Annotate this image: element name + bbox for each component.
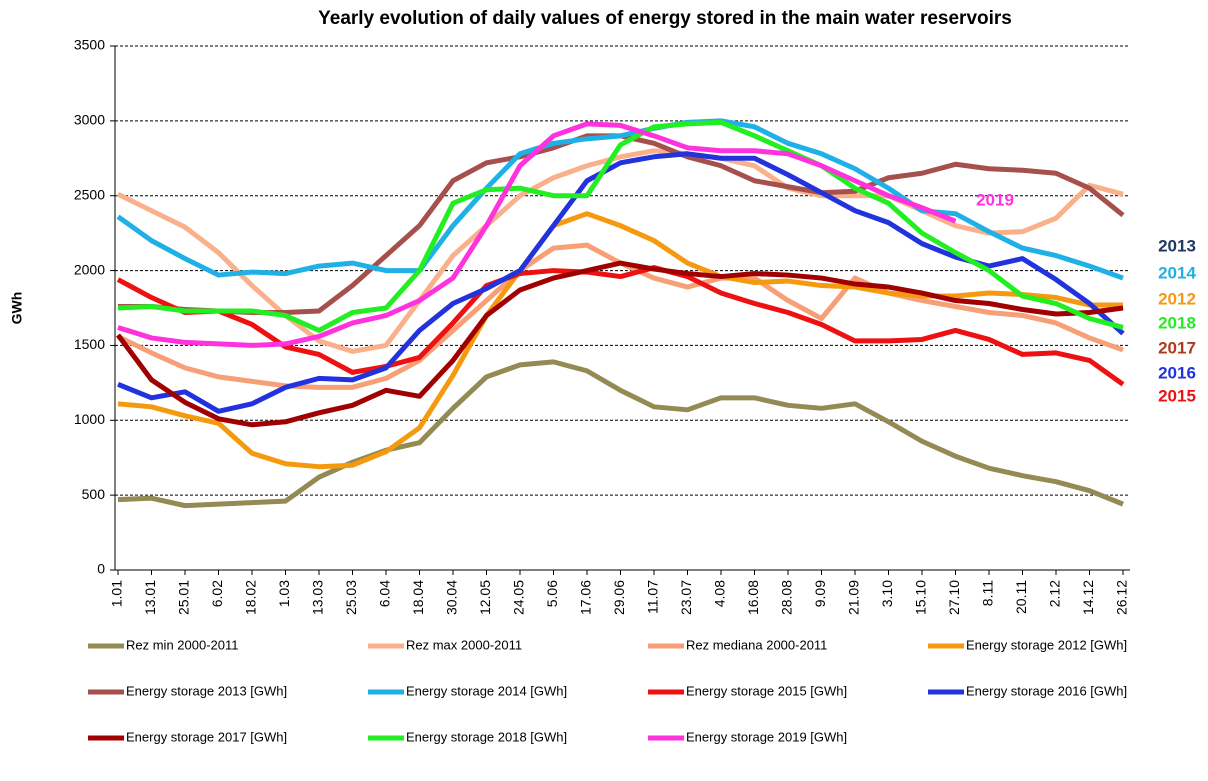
annotation: 2013: [1158, 236, 1196, 255]
legend-label: Energy storage 2017 [GWh]: [126, 729, 287, 744]
series-line: [117, 119, 1124, 333]
y-axis-label: GWh: [9, 292, 25, 325]
legend-label: Energy storage 2018 [GWh]: [406, 729, 567, 744]
x-tick-label: 6.02: [209, 580, 225, 607]
x-tick-label: 23.07: [678, 580, 694, 615]
legend-label: Energy storage 2016 [GWh]: [966, 683, 1127, 698]
x-tick-label: 26.12: [1114, 580, 1130, 615]
x-tick-label: 28.08: [779, 580, 795, 615]
series-line: [115, 260, 1124, 428]
x-tick-label: 11.07: [645, 580, 661, 614]
legend-label: Energy storage 2013 [GWh]: [126, 683, 287, 698]
series-line: [117, 151, 1125, 414]
x-tick-label: 8.11: [980, 580, 996, 606]
series-line: [116, 118, 1124, 281]
x-tick-label: 9.09: [812, 580, 828, 607]
legend-label: Energy storage 2012 [GWh]: [966, 637, 1127, 652]
x-tick-label: 1.01: [109, 580, 125, 607]
annotation: 2018: [1158, 313, 1196, 332]
annotation: 2012: [1158, 289, 1196, 308]
x-tick-label: 3.10: [879, 580, 895, 607]
y-tick-label: 3000: [74, 112, 105, 128]
legend-label: Rez min 2000-2011: [126, 637, 239, 652]
series-line: [117, 359, 1124, 509]
legend-label: Energy storage 2014 [GWh]: [406, 683, 567, 698]
x-tick-label: 4.08: [712, 580, 728, 607]
y-tick-label: 0: [97, 561, 105, 577]
x-tick-label: 12.05: [477, 580, 493, 615]
x-tick-label: 2.12: [1047, 580, 1063, 607]
x-tick-label: 15.10: [913, 580, 929, 615]
legend-label: Rez max 2000-2011: [406, 637, 522, 652]
x-tick-label: 24.05: [511, 580, 527, 615]
series-line: [116, 265, 1125, 387]
x-tick-label: 25.01: [176, 580, 192, 615]
x-tick-label: 21.09: [846, 580, 862, 615]
x-tick-label: 5.06: [544, 580, 560, 607]
x-tick-label: 17.06: [578, 580, 594, 615]
legend-label: Energy storage 2019 [GWh]: [686, 729, 847, 744]
annotation: 2015: [1158, 386, 1196, 405]
x-tick-label: 30.04: [444, 580, 460, 615]
x-tick-label: 29.06: [611, 580, 627, 615]
x-tick-label: 13.01: [142, 580, 158, 615]
x-tick-label: 25.03: [343, 580, 359, 615]
annotation: 2019: [976, 190, 1014, 209]
x-tick-label: 18.04: [410, 580, 426, 615]
legend-label: Rez mediana 2000-2011: [686, 637, 827, 652]
y-tick-label: 2500: [74, 186, 105, 202]
series-line: [117, 121, 957, 348]
legend-label: Energy storage 2015 [GWh]: [686, 683, 847, 698]
y-tick-label: 500: [82, 486, 106, 502]
chart-title: Yearly evolution of daily values of ener…: [318, 8, 1012, 29]
x-tick-label: 16.08: [745, 580, 761, 615]
series-line: [116, 148, 1124, 354]
annotation: 2017: [1158, 338, 1196, 357]
x-tick-label: 14.12: [1080, 580, 1096, 615]
annotation: 2016: [1158, 363, 1196, 382]
x-tick-label: 13.03: [310, 580, 326, 615]
series-line: [116, 242, 1124, 390]
y-tick-label: 1000: [74, 411, 105, 427]
x-tick-label: 1.03: [276, 580, 292, 607]
x-tick-label: 20.11: [1013, 580, 1029, 614]
x-tick-label: 6.04: [377, 580, 393, 607]
series-line: [117, 211, 1123, 470]
y-tick-label: 3500: [74, 37, 105, 53]
x-tick-label: 18.02: [243, 580, 259, 615]
x-tick-label: 27.10: [946, 580, 962, 615]
annotation: 2014: [1158, 263, 1196, 282]
y-tick-label: 2000: [74, 261, 105, 277]
y-tick-label: 1500: [74, 336, 105, 352]
